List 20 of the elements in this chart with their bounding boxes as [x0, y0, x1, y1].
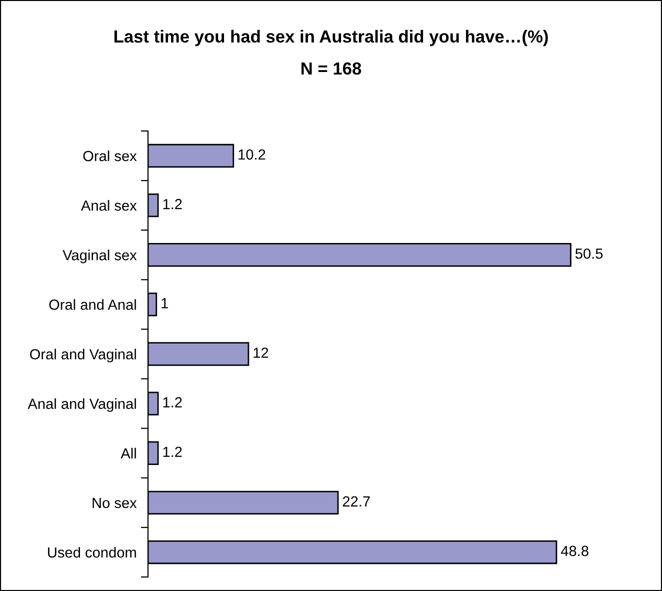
data-label: 48.8 [560, 546, 588, 556]
y-tick-label: Vaginal sex [62, 250, 137, 264]
y-tick-label: Anal and Vaginal [28, 398, 136, 412]
y-tick-label: No sex [92, 498, 137, 508]
y-tick-label: Oral sex [83, 150, 137, 162]
y-tick-label: Oral and Anal [49, 299, 136, 310]
data-label: 1.2 [163, 446, 182, 457]
data-label: 10.2 [238, 149, 266, 160]
y-tick-label: Used condom [48, 546, 136, 558]
data-label: 1 [162, 298, 168, 308]
data-label: 1.2 [163, 397, 182, 408]
chart-title: Last time you had sex in Australia did you have…(%) [114, 30, 548, 46]
chart-subtitle: N = 168 [302, 62, 362, 75]
data-label: 50.5 [575, 248, 603, 259]
y-tick-label: All [120, 448, 136, 458]
data-label: 12 [254, 348, 268, 358]
y-tick-label: Oral and Vaginal [30, 348, 136, 362]
data-label: 1.2 [163, 198, 182, 210]
data-label: 22.7 [342, 496, 370, 506]
y-tick-label: Anal sex [80, 200, 137, 211]
